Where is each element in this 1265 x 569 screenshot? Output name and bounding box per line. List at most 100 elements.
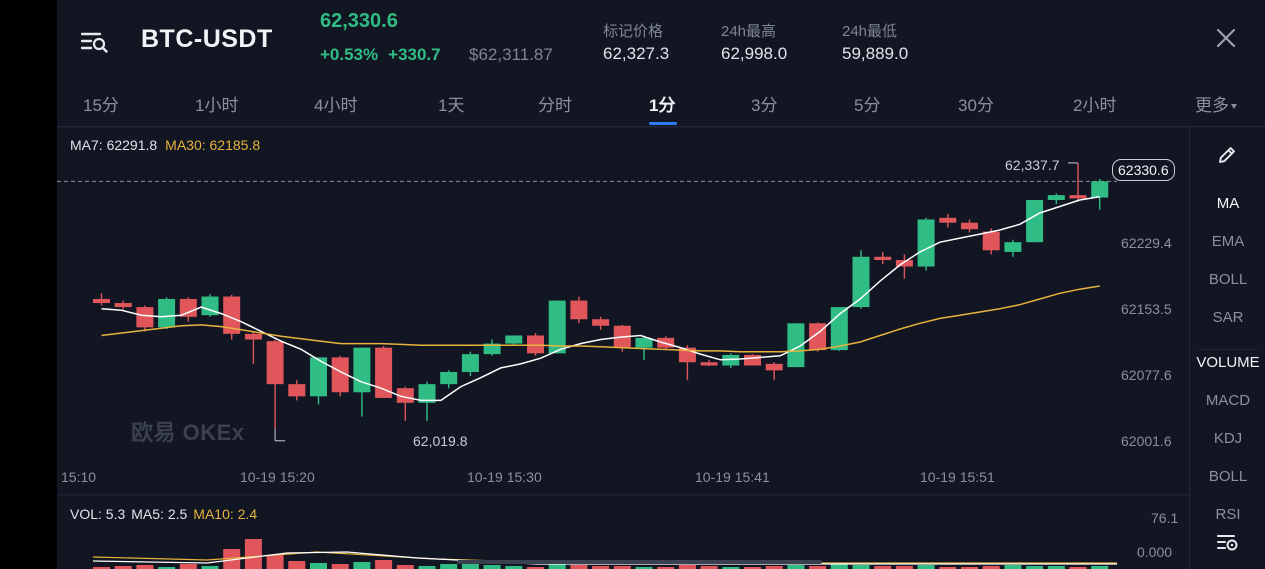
candle-body [744, 354, 761, 366]
change-percent: +0.53% [320, 45, 379, 64]
tab-3m[interactable]: 3分 [751, 96, 778, 115]
volume-bar [136, 565, 154, 569]
kline-chart[interactable]: MA7: 62291.8 MA30: 62185.8 欧易 OKEx 62,337… [57, 127, 1189, 569]
volume-bar [244, 539, 262, 569]
tab-15m[interactable]: 15分 [83, 96, 119, 115]
indicator-boll[interactable]: BOLL [1208, 271, 1248, 288]
indicator-ma[interactable]: MA [1216, 195, 1240, 212]
candle-body [418, 384, 436, 403]
indicator-divider [1198, 349, 1258, 350]
series-line-ma30 [101, 285, 1100, 353]
volume-bar [527, 567, 544, 569]
stat-24h-low: 24h最低 59,889.0 [842, 20, 908, 64]
tab-1m[interactable]: 1分 [649, 96, 676, 115]
candle-body [939, 217, 957, 223]
volume-bar [201, 566, 219, 569]
volume-bar [353, 562, 371, 569]
volume-bar [744, 567, 761, 569]
change-absolute: +330.7 [388, 45, 441, 64]
price-axis-label: 62077.6 [1121, 367, 1172, 383]
volume-bar [375, 560, 393, 569]
candle-body [982, 231, 1000, 251]
chart-canvas[interactable] [57, 127, 1189, 569]
tab-1d[interactable]: 1天 [438, 96, 465, 115]
price-axis-label: 62153.5 [1121, 301, 1172, 317]
candle-body [548, 300, 566, 354]
candle-body [353, 347, 371, 393]
volume-axis-max: 76.1 [1151, 510, 1179, 526]
candle-body [765, 363, 783, 371]
stat-value: 62,998.0 [721, 44, 788, 63]
stat-value: 59,889.0 [842, 44, 909, 63]
candle-body [874, 256, 892, 261]
candle-body [375, 347, 393, 398]
volume-bar [982, 566, 1000, 569]
volume-legend: VOL: 5.3 MA5: 2.5 MA10: 2.4 [70, 506, 263, 522]
candle-body [396, 388, 414, 403]
candle-body [527, 335, 544, 354]
stat-24h-high: 24h最高 62,998.0 [721, 20, 787, 64]
indicator-rsi[interactable]: RSI [1215, 506, 1241, 520]
volume-bar [1026, 566, 1044, 569]
pencil-icon[interactable] [1216, 144, 1238, 166]
volume-bar [310, 563, 327, 569]
time-axis-label: 10-19 15:41 [695, 469, 770, 485]
volume-bar [483, 565, 501, 569]
candle-body [635, 337, 653, 348]
indicator-sar[interactable]: SAR [1212, 309, 1244, 326]
candle-body [440, 371, 458, 385]
candle-body [570, 300, 588, 320]
candle-body [592, 319, 610, 326]
volume-bar [961, 567, 978, 569]
price-axis-label: 62229.4 [1121, 235, 1172, 251]
volume-bar [1091, 566, 1109, 569]
chart-scrollbar[interactable] [457, 560, 822, 564]
tab-4h[interactable]: 4小时 [314, 96, 358, 115]
tab-1h[interactable]: 1小时 [195, 96, 239, 115]
tab-time-sharing[interactable]: 分时 [538, 96, 572, 115]
volume-bar [223, 549, 241, 569]
candle-body [179, 298, 197, 317]
volume-bar [548, 564, 566, 569]
candle-body [852, 256, 870, 308]
volume-bar [765, 566, 783, 569]
candle-body [787, 323, 805, 368]
close-icon[interactable] [1215, 27, 1237, 49]
tab-more[interactable]: 更多 [1195, 91, 1237, 116]
volume-bar [700, 566, 718, 569]
last-price: 62,330.6 [320, 10, 398, 32]
volume-bar [1004, 565, 1022, 569]
active-tab-indicator [649, 122, 677, 125]
volume-bar [874, 566, 892, 569]
candle-body [809, 323, 827, 351]
candle-body [895, 260, 913, 267]
indicator-kdj[interactable]: KDJ [1213, 430, 1243, 447]
time-axis-label: 15:10 [61, 469, 97, 485]
indicator-macd[interactable]: MACD [1205, 392, 1251, 409]
candle-body [223, 296, 241, 334]
ma7-value: MA7: 62291.8 [70, 137, 158, 153]
indicator-volume[interactable]: VOLUME [1196, 354, 1260, 371]
time-axis-label: 10-19 15:30 [467, 469, 542, 485]
volume-bar [93, 567, 110, 569]
high-annotation: 62,337.7 [1005, 157, 1060, 173]
candle-body [917, 219, 935, 267]
price-axis-label: 62001.6 [1121, 433, 1172, 449]
list-search-icon[interactable] [81, 30, 109, 54]
indicator-boll-sub[interactable]: BOLL [1208, 468, 1248, 485]
candle-body [266, 341, 284, 385]
volume-bar [1047, 566, 1065, 569]
pair-title[interactable]: BTC-USDT [141, 25, 273, 53]
stat-value: 62,327.3 [603, 44, 670, 63]
tab-2h[interactable]: 2小时 [1073, 96, 1117, 115]
settings-list-icon[interactable] [1216, 532, 1240, 554]
candle-body [331, 357, 349, 393]
candle-body [1091, 181, 1109, 198]
indicator-ema[interactable]: EMA [1211, 233, 1245, 250]
tab-30m[interactable]: 30分 [958, 96, 994, 115]
volume-bar [917, 565, 935, 569]
volume-bar [331, 564, 349, 569]
candle-body [961, 222, 978, 230]
volume-bar [722, 567, 740, 569]
tab-5m[interactable]: 5分 [854, 96, 881, 115]
